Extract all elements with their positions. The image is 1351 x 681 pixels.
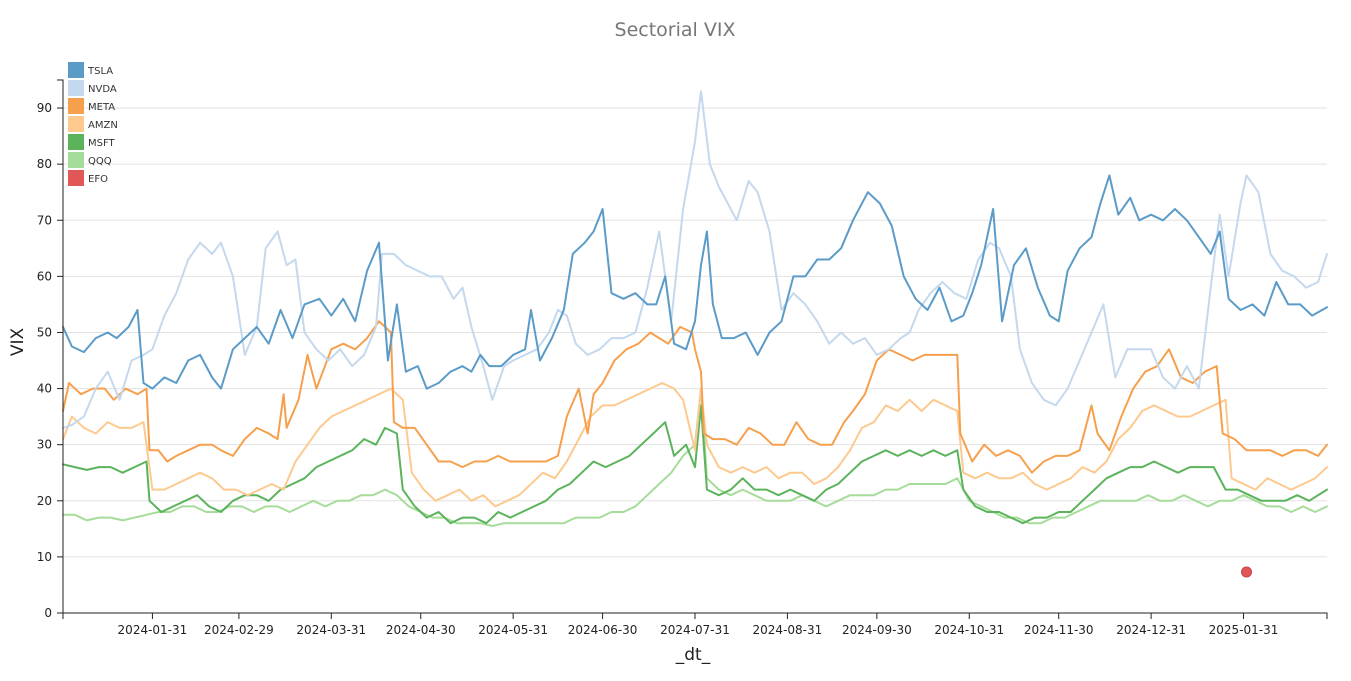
x-axis-label: _dt_ [675,645,711,665]
series-line-amzn [62,382,1328,508]
x-tick-label: 2024-08-31 [753,623,823,637]
legend-label-msft: MSFT [88,138,116,149]
y-tick-label: 50 [37,325,52,339]
legend-swatch-msft [68,134,84,150]
legend-swatch-tsla [68,62,84,78]
y-tick-label: 90 [37,101,52,115]
legend: TSLA NVDA META AMZN MSFT QQQ EFO [68,62,118,186]
y-tick-label: 40 [37,382,52,396]
y-ticks: 0 10 20 30 40 50 60 70 80 90 [37,101,63,620]
x-tick-label: 2024-12-31 [1116,623,1186,637]
y-tick-label: 80 [37,157,52,171]
series-line-nvda [62,90,1328,429]
x-tick-label: 2024-05-31 [478,623,548,637]
y-tick-label: 60 [37,269,52,283]
x-tick-label: 2024-11-30 [1024,623,1094,637]
y-axis-label: VIX [8,328,28,357]
y-tick-label: 70 [37,213,52,227]
chart-title: Sectorial VIX [615,19,736,41]
legend-swatch-amzn [68,116,84,132]
legend-label-meta: META [88,102,115,113]
legend-label-qqq: QQQ [88,156,112,167]
legend-label-amzn: AMZN [88,120,118,131]
x-ticks: 2024-01-31 2024-02-29 2024-03-31 2024-04-30… [118,613,1279,637]
y-tick-label: 30 [37,438,52,452]
point-efo [1241,566,1253,578]
legend-label-efo: EFO [88,174,108,185]
x-tick-label: 2024-10-31 [934,623,1004,637]
x-tick-label: 2025-01-31 [1209,623,1279,637]
series-line-tsla [62,174,1328,390]
series-line-meta [62,320,1328,474]
legend-swatch-nvda [68,80,84,96]
series-layer [62,90,1328,578]
legend-label-tsla: TSLA [87,66,113,77]
legend-label-nvda: NVDA [88,84,117,95]
y-tick-label: 0 [44,606,52,620]
x-tick-label: 2024-09-30 [842,623,912,637]
x-tick-label: 2024-01-31 [118,623,188,637]
x-tick-label: 2024-04-30 [386,623,456,637]
series-line-msft [62,404,1328,525]
y-tick-label: 20 [37,494,52,508]
x-tick-label: 2024-07-31 [660,623,730,637]
x-tick-label: 2024-06-30 [568,623,638,637]
legend-swatch-qqq [68,152,84,168]
legend-swatch-meta [68,98,84,114]
grid [63,107,1327,558]
x-tick-label: 2024-02-29 [204,623,274,637]
legend-swatch-efo [68,170,84,186]
y-axis-line [57,79,64,614]
x-tick-label: 2024-03-31 [296,623,366,637]
y-tick-label: 10 [37,550,52,564]
